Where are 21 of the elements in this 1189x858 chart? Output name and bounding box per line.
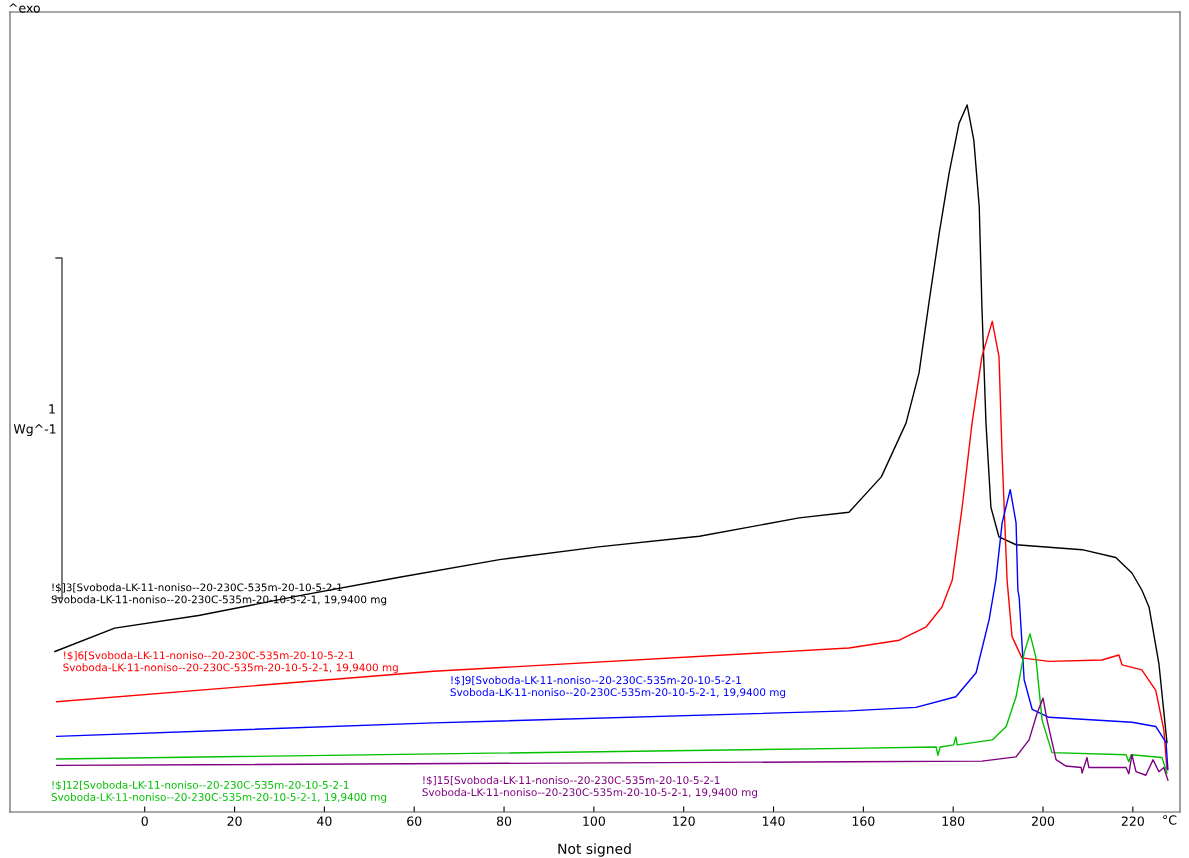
x-axis-title: °C xyxy=(1163,815,1177,825)
annotation: Wg^-1 xyxy=(13,424,56,437)
x-tick-label: 140 xyxy=(762,816,785,826)
x-tick-label: 120 xyxy=(673,816,695,826)
x-tick-label: 80 xyxy=(496,816,512,826)
x-tick-label: 60 xyxy=(407,816,422,826)
x-tick-label: 40 xyxy=(317,816,332,826)
series-label: !$]9[Svoboda-LK-11-noniso--20-230C-535m-20-10-5-2-1 Svoboda-LK-11-noniso--20-230C-535m-20-10-5-2-1, 19,9400 mg xyxy=(450,676,786,699)
x-tick-label: 20 xyxy=(227,816,242,826)
x-tick-label: 200 xyxy=(1032,816,1055,826)
x-tick-label: 160 xyxy=(852,816,875,826)
text: Not signed xyxy=(558,843,631,857)
x-tick-label: 220 xyxy=(1121,816,1144,826)
series-label: !$]15[Svoboda-LK-11-noniso--20-230C-535m-20-10-5-2-1 Svoboda-LK-11-noniso--20-230C-535m-20-10-5-2-1, 19,9400 mg xyxy=(422,776,757,799)
x-tick-label: 0 xyxy=(141,816,148,826)
annotation: 1 xyxy=(49,404,55,414)
text: !$]12[Svoboda-LK-11-noniso--20-230C-535m-20-10-5-2-1 Svoboda-LK-11-noniso--20-230C-535m-20-10-5-2-1, 19,9400 mg xyxy=(51,780,387,803)
text: ^exo xyxy=(9,3,40,13)
series-label: !$]6[Svoboda-LK-11-noniso--20-230C-535m-20-10-5-2-1 Svoboda-LK-11-noniso--20-230C-535m-20-10-5-2-1, 19,9400 mg xyxy=(63,651,398,674)
x-tick-label: 100 xyxy=(583,816,605,826)
x-tick-label: 180 xyxy=(942,816,965,826)
